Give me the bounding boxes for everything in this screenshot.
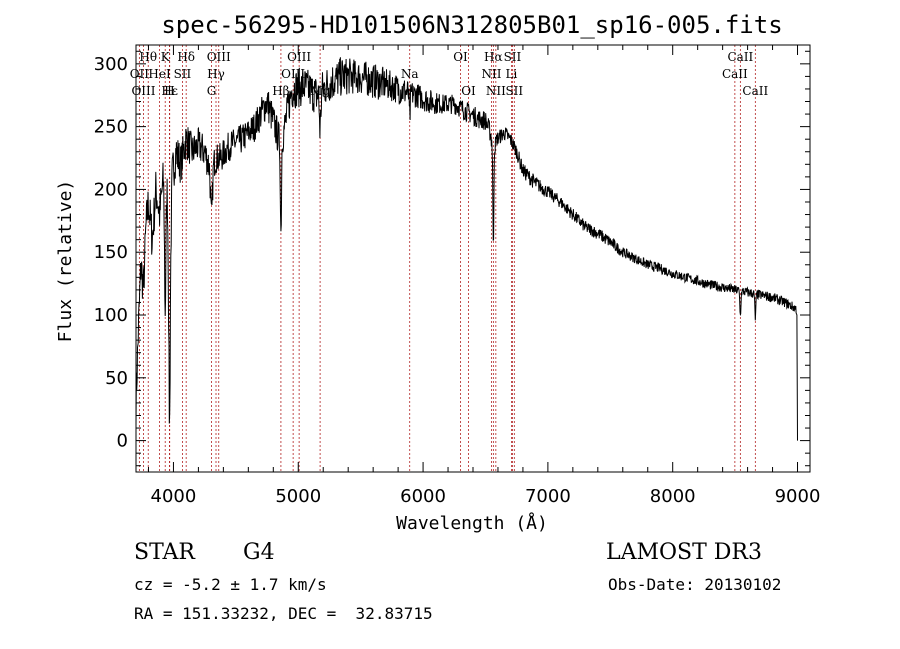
line-label: K (161, 50, 171, 64)
object-subclass: G4 (243, 540, 275, 565)
spectrum-line (135, 57, 798, 441)
redshift-value: cz = -5.2 ± 1.7 km/s (134, 575, 327, 594)
x-tick-label: 9000 (775, 486, 821, 507)
y-tick-label: 300 (94, 54, 128, 75)
line-label: Mg (310, 84, 330, 98)
chart-title: spec-56295-HD101506N312805B01_sp16-005.f… (161, 11, 782, 39)
plot-frame (135, 44, 811, 473)
y-tick-label: 250 (94, 117, 128, 138)
line-label: CaII (742, 84, 768, 98)
spectrum-chart: spec-56295-HD101506N312805B01_sp16-005.f… (55, 11, 821, 534)
x-tick-label: 6000 (400, 486, 446, 507)
line-label: G (207, 84, 217, 98)
line-label: CaII (727, 50, 753, 64)
coordinates: RA = 151.33232, DEC = 32.83715 (134, 604, 433, 623)
line-label: Hδ (177, 50, 195, 64)
y-tick-label: 100 (94, 305, 128, 326)
y-tick-label: 150 (94, 242, 128, 263)
obs-date: Obs-Date: 20130102 (608, 575, 782, 594)
line-label: Hβ (272, 84, 289, 98)
y-axis-label: Flux (relative) (55, 180, 76, 343)
x-tick-label: 8000 (650, 486, 696, 507)
axes: 4000 5000 6000 7000 8000 9000 0 50 100 150 200 250 3… (94, 45, 821, 507)
line-label: NII (481, 67, 501, 81)
line-label: H (164, 84, 174, 98)
line-label: Na (401, 67, 419, 81)
line-label: SII (174, 67, 192, 81)
y-tick-label: 50 (105, 368, 128, 389)
spectrum-series (135, 57, 798, 441)
line-label: OII (130, 67, 150, 81)
x-tick-label: 5000 (275, 486, 321, 507)
x-tick-label: 4000 (151, 486, 197, 507)
line-label: Hε (161, 84, 178, 98)
y-tick-label: 0 (117, 431, 128, 452)
line-label: OI (461, 84, 476, 98)
line-label: SII (505, 84, 523, 98)
line-label: Hθ (139, 50, 157, 64)
line-label: OIII (207, 50, 231, 64)
line-label: OIII (131, 84, 155, 98)
object-class: STAR (134, 540, 195, 565)
line-label: Li (506, 67, 518, 81)
line-label: CaII (722, 67, 748, 81)
line-label: HeI (148, 67, 171, 81)
x-tick-label: 7000 (525, 486, 571, 507)
line-label: OI (453, 50, 468, 64)
line-label: Hα (484, 50, 503, 64)
line-label: Hγ (207, 67, 225, 81)
line-label: OIII (287, 50, 311, 64)
x-axis-label: Wavelength (Å) (396, 512, 548, 534)
line-label: SII (504, 50, 522, 64)
line-label: NII (486, 84, 506, 98)
survey-label: LAMOST DR3 (606, 540, 762, 565)
line-markers (138, 45, 756, 472)
line-label: OIII (281, 67, 305, 81)
y-tick-label: 200 (94, 179, 128, 200)
